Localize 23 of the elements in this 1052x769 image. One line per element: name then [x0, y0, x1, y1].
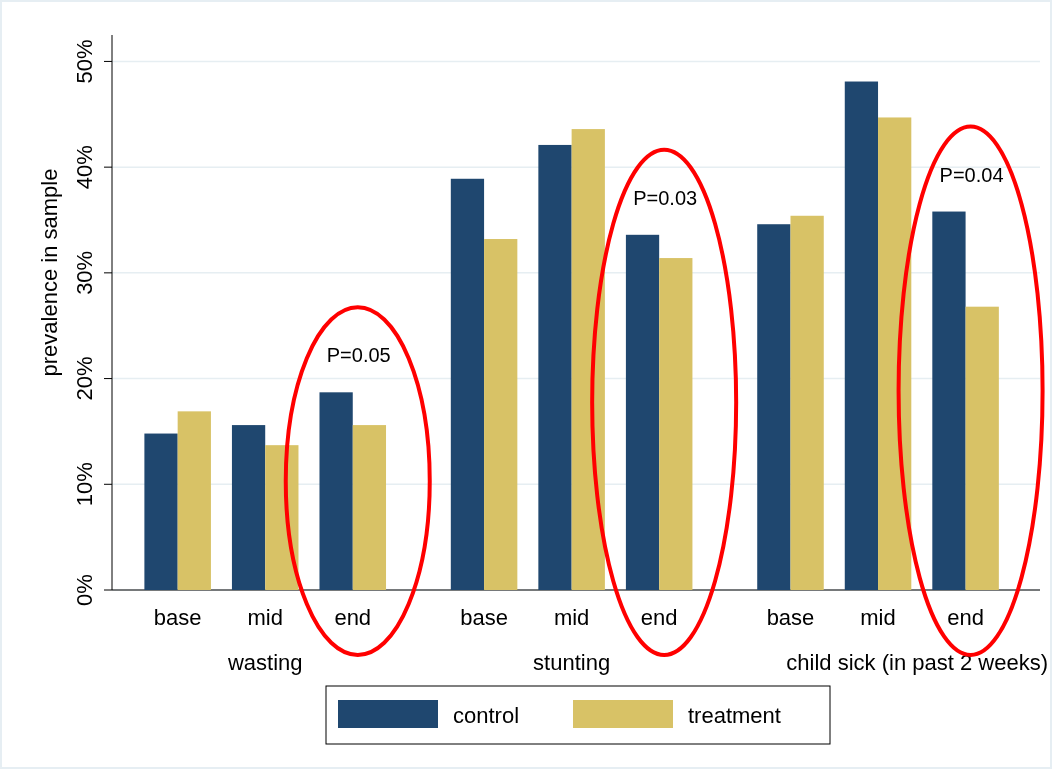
- y-axis-title: prevalence in sample: [37, 168, 62, 377]
- y-tick-label: 50%: [72, 39, 97, 84]
- annotation: P=0.05: [326, 344, 391, 367]
- x-tick-label: base: [153, 605, 202, 630]
- annotation: P=0.04: [939, 163, 1004, 186]
- y-tick-label: 30%: [72, 250, 97, 295]
- legend-label: control: [453, 703, 520, 728]
- x-tick-label: end: [334, 605, 372, 630]
- x-tick-label: end: [947, 605, 984, 630]
- x-tick-label: mid: [553, 605, 590, 630]
- text: wasting: [226, 650, 303, 675]
- y-tick-label: 0%: [72, 574, 97, 606]
- x-tick-label: mid: [247, 605, 283, 630]
- x-tick-label: end: [640, 605, 678, 630]
- x-tick-label: base: [766, 605, 815, 630]
- y-tick-label: 40%: [72, 145, 97, 190]
- text: stunting: [533, 650, 611, 675]
- annotation: P=0.03: [633, 186, 698, 209]
- y-tick-label: 20%: [72, 356, 97, 401]
- x-tick-label: mid: [860, 605, 896, 630]
- legend-label: treatment: [688, 703, 781, 728]
- x-tick-label: base: [460, 605, 508, 630]
- y-tick-label: 10%: [72, 462, 97, 507]
